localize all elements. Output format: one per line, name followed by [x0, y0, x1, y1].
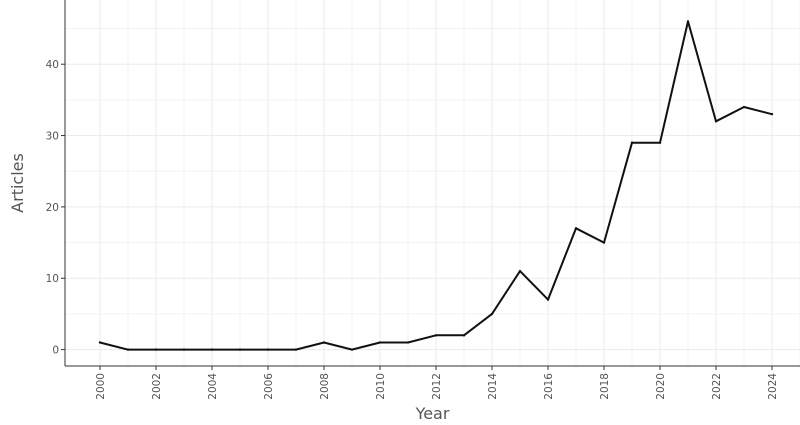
y-tick-label: 30 [46, 131, 59, 143]
data-point [490, 312, 494, 316]
data-point [154, 348, 158, 351]
y-tick-label: 0 [52, 345, 59, 357]
data-point [294, 348, 298, 351]
x-tick-label: 2010 [375, 373, 387, 400]
y-tick-label: 10 [46, 273, 59, 285]
data-point [210, 348, 214, 351]
axes [64, 0, 800, 367]
data-point [182, 348, 186, 351]
data-point [350, 348, 354, 351]
series [98, 20, 774, 351]
data-point [574, 227, 578, 230]
data-point [462, 334, 466, 337]
data-point [658, 141, 662, 144]
x-axis-title: Year [415, 404, 450, 423]
data-point [518, 269, 522, 273]
data-point [406, 341, 410, 344]
data-point [238, 348, 242, 351]
data-point [546, 298, 550, 301]
data-point [98, 341, 102, 344]
grid [65, 0, 800, 366]
x-tick-label: 2020 [655, 373, 667, 400]
x-tick-label: 2006 [263, 373, 275, 400]
x-tick-label: 2000 [95, 373, 107, 400]
data-point [322, 341, 326, 344]
x-tick-label: 2016 [543, 373, 555, 400]
data-point [434, 334, 438, 337]
y-tick-label: 40 [46, 59, 59, 71]
y-axis-title: Articles [8, 153, 27, 213]
data-point [686, 20, 690, 23]
x-tick-label: 2022 [711, 373, 723, 400]
y-tick-label: 20 [46, 202, 59, 214]
x-tick-label: 2002 [151, 373, 163, 400]
y-axis-ticks: 0 10 20 30 40 [46, 59, 65, 357]
data-point [378, 341, 382, 344]
x-tick-label: 2014 [487, 373, 499, 400]
x-axis-ticks: 2000 2002 2004 2006 2008 2010 2012 2014 2016 2018… [95, 366, 779, 400]
x-tick-label: 2018 [599, 373, 611, 400]
x-tick-label: 2012 [431, 373, 443, 400]
data-point [770, 112, 774, 116]
x-tick-label: 2008 [319, 373, 331, 400]
data-point [742, 105, 746, 109]
data-point [266, 348, 270, 351]
data-point [602, 241, 606, 244]
x-tick-label: 2004 [207, 373, 219, 400]
data-point [630, 141, 634, 144]
x-tick-label: 2024 [767, 373, 779, 400]
data-point [126, 348, 130, 351]
data-point [714, 120, 718, 123]
